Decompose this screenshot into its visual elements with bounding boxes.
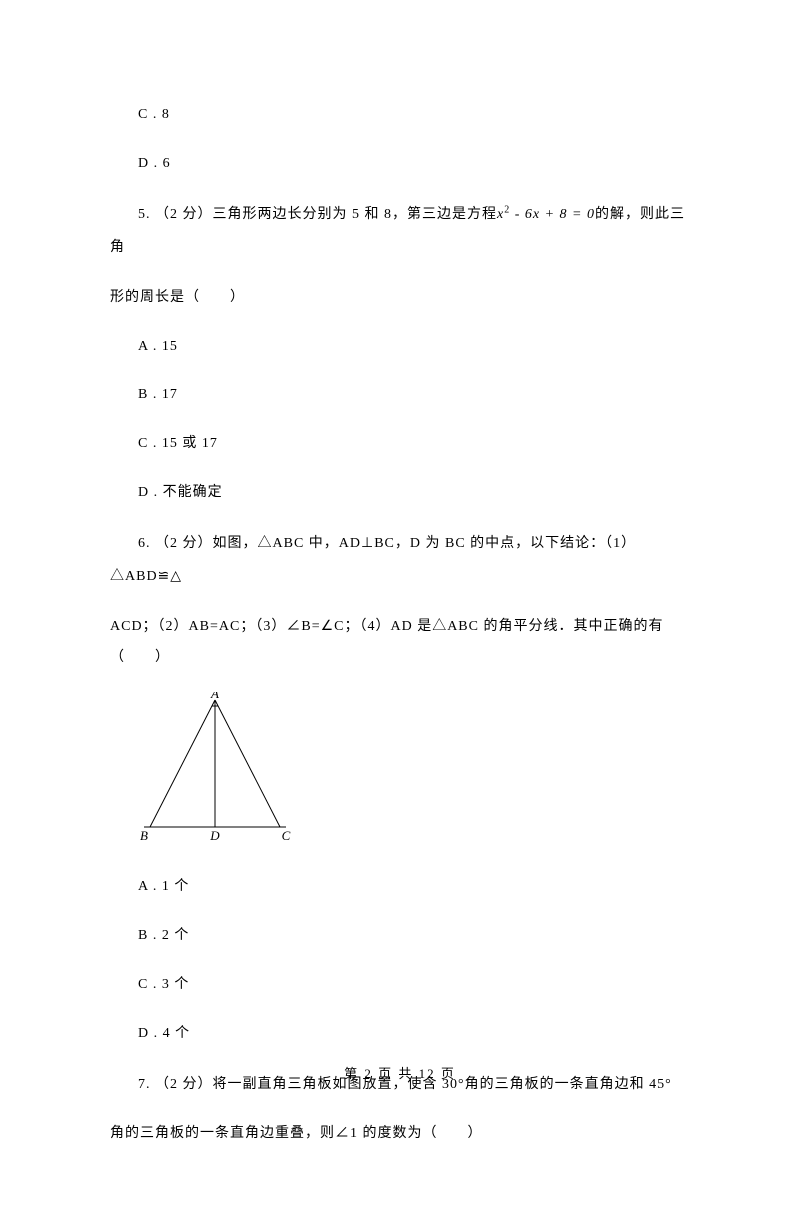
question-6: 6. （2 分）如图，△ABC 中，AD⊥BC，D 为 BC 的中点，以下结论：… [110, 527, 690, 594]
q6-option-b: B . 2 个 [110, 921, 690, 952]
q5-points: （2 分） [155, 207, 213, 222]
page-footer: 第 2 页 共 12 页 [0, 1063, 800, 1082]
q6-points: （2 分） [155, 536, 213, 551]
q5-text-before: 三角形两边长分别为 5 和 8，第三边是方程 [213, 207, 498, 222]
q6-number: 6. [138, 536, 155, 551]
prev-option-d: D . 6 [110, 149, 690, 180]
svg-text:A: A [210, 692, 219, 701]
question-5: 5. （2 分）三角形两边长分别为 5 和 8，第三边是方程x2 - 6x + … [110, 198, 690, 265]
q5-option-b: B . 17 [110, 380, 690, 411]
q5-option-d: D . 不能确定 [110, 478, 690, 509]
q6-figure: A B C D [138, 692, 690, 855]
q7-line2: 角的三角板的一条直角边重叠，则∠1 的度数为（ ） [110, 1119, 690, 1150]
prev-option-c: C . 8 [110, 100, 690, 131]
svg-text:B: B [140, 828, 148, 842]
q6-option-c: C . 3 个 [110, 970, 690, 1001]
q6-option-d: D . 4 个 [110, 1019, 690, 1050]
q5-formula: x2 - 6x + 8 = 0 [497, 207, 595, 222]
q5-option-a: A . 15 [110, 332, 690, 363]
svg-text:C: C [282, 828, 291, 842]
q5-option-c: C . 15 或 17 [110, 429, 690, 460]
triangle-diagram: A B C D [138, 692, 293, 842]
svg-text:D: D [209, 828, 220, 842]
q6-line2: ACD；（2）AB=AC；（3）∠B=∠C；（4）AD 是△ABC 的角平分线．… [110, 612, 690, 674]
q5-line2: 形的周长是（ ） [110, 283, 690, 314]
q5-number: 5. [138, 207, 155, 222]
q6-option-a: A . 1 个 [110, 872, 690, 903]
